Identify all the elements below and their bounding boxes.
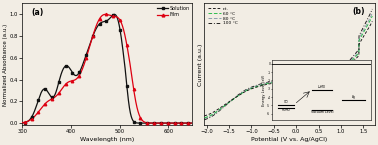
Text: (b): (b) [352,7,365,16]
Legend: Solution, Film: Solution, Film [157,6,190,17]
Y-axis label: Current (a.u.): Current (a.u.) [198,43,203,86]
Y-axis label: Normalized Absorbance (a.u.): Normalized Absorbance (a.u.) [3,23,8,106]
X-axis label: Wavelength (nm): Wavelength (nm) [80,137,135,142]
Legend: r.t., 60 °C, 80 °C, 100 °C: r.t., 60 °C, 80 °C, 100 °C [208,7,237,25]
X-axis label: Potential (V vs. Ag/AgCl): Potential (V vs. Ag/AgCl) [251,137,328,142]
Text: (a): (a) [31,8,43,17]
